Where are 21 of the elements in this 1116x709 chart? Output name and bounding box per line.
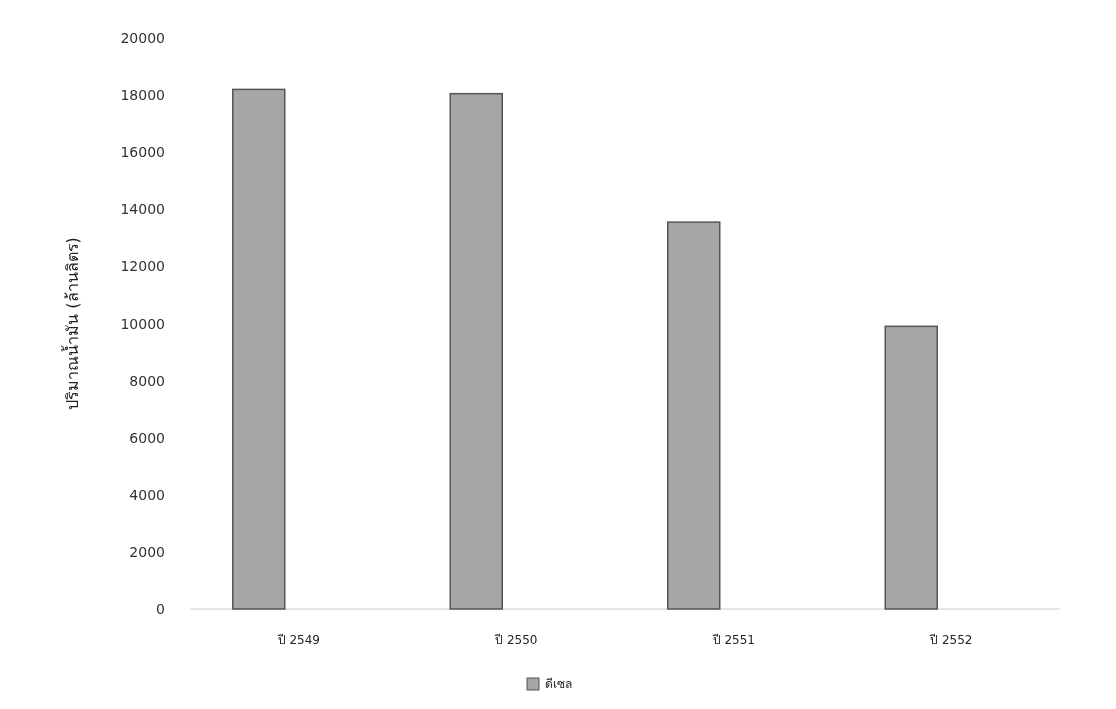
y-tick-label: 6000 — [129, 429, 165, 446]
y-tick-label: 0 — [156, 601, 165, 617]
y-tick-label: 20000 — [120, 30, 165, 46]
y-tick-label: 12000 — [120, 258, 165, 275]
y-tick-label: 4000 — [129, 486, 165, 503]
y-tick-label: 18000 — [120, 87, 165, 104]
x-tick-label: ปี 2550 — [494, 633, 538, 647]
x-tick-label: ปี 2552 — [929, 633, 973, 647]
y-tick-label: 14000 — [120, 201, 165, 218]
y-tick-label: 10000 — [120, 315, 165, 332]
x-tick-label: ปี 2549 — [276, 633, 320, 647]
bar — [884, 325, 938, 610]
bar — [449, 92, 503, 610]
y-axis-title: ปริมาณน้ำมัน (ล้านลิตร) — [61, 237, 82, 410]
bar — [667, 221, 721, 610]
y-tick-label: 8000 — [129, 372, 165, 389]
x-tick-label: ปี 2551 — [711, 633, 755, 647]
legend-label: ดีเซล — [545, 677, 572, 691]
bar — [232, 88, 286, 610]
y-tick-label: 2000 — [129, 543, 165, 560]
y-tick-label: 16000 — [120, 144, 165, 161]
